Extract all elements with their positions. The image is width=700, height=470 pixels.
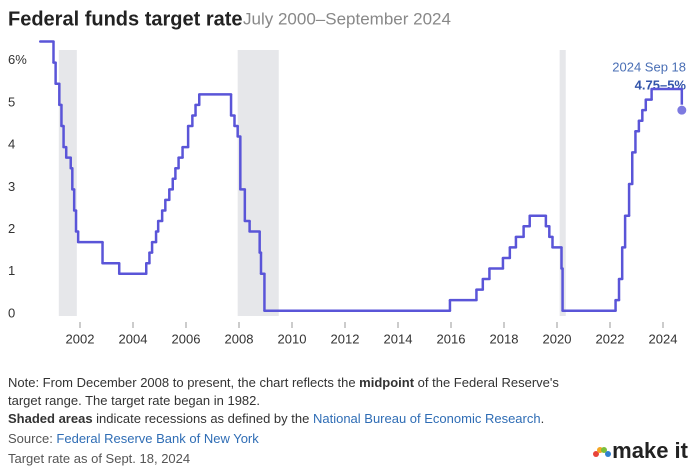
- x-tick-label: 2014: [384, 331, 413, 346]
- x-tick-label: 2008: [225, 331, 254, 346]
- x-tick-label: 2016: [437, 331, 466, 346]
- note-text: Note: From December 2008 to present, the…: [8, 375, 360, 390]
- x-tick-label: 2022: [596, 331, 625, 346]
- note-bold: Shaded areas: [8, 411, 93, 426]
- note: Note: From December 2008 to present, the…: [8, 374, 588, 410]
- x-tick-label: 2006: [172, 331, 201, 346]
- logo: make it: [592, 438, 688, 464]
- x-tick-label: 2024: [649, 331, 678, 346]
- link[interactable]: National Bureau of Economic Research: [312, 411, 541, 426]
- chart-subtitle: July 2000–September 2024: [243, 9, 451, 28]
- y-tick-label: 3: [8, 179, 15, 194]
- logo-icon: [593, 447, 612, 458]
- y-tick-label: 6%: [8, 52, 27, 67]
- logo-text: make it: [612, 438, 688, 463]
- link[interactable]: Federal Reserve Bank of New York: [56, 431, 259, 446]
- source: Source: Federal Reserve Bank of New York: [8, 430, 588, 448]
- x-tick-label: 2012: [331, 331, 360, 346]
- y-tick-label: 2: [8, 221, 15, 236]
- recession-band: [559, 50, 566, 316]
- recession-band: [237, 50, 279, 316]
- y-tick-label: 5: [8, 94, 15, 109]
- annotation-date: 2024 Sep 18: [612, 59, 686, 74]
- shaded-note: Shaded areas indicate recessions as defi…: [8, 410, 588, 428]
- note-text: .: [540, 411, 545, 426]
- x-tick-label: 2004: [119, 331, 148, 346]
- note-bold: midpoint: [359, 375, 415, 390]
- x-tick-label: 2010: [278, 331, 307, 346]
- chart-title: Federal funds target rate: [8, 8, 243, 30]
- end-point: [676, 104, 688, 116]
- notes: Note: From December 2008 to present, the…: [8, 374, 588, 468]
- y-tick-label: 4: [8, 137, 15, 152]
- recession-band: [58, 50, 77, 316]
- as-of: Target rate as of Sept. 18, 2024: [8, 451, 191, 466]
- x-tick-label: 2018: [490, 331, 519, 346]
- note-text: indicate recessions as defined by the: [92, 411, 313, 426]
- source-label: Source:: [8, 431, 57, 446]
- x-tick-label: 2020: [543, 331, 572, 346]
- y-tick-label: 1: [8, 263, 15, 278]
- x-tick-label: 2002: [66, 331, 95, 346]
- chart: Federal funds target rate July 2000–Sept…: [8, 8, 688, 346]
- note-text: of the Federal Reserve's target range. T…: [8, 375, 559, 408]
- y-tick-label: 0: [8, 305, 15, 320]
